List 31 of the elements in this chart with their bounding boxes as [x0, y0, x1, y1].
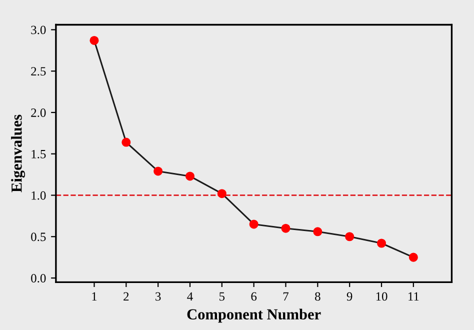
point: [281, 224, 290, 233]
y-tick-label: 2.0: [31, 108, 46, 117]
x-tick-label: 1: [92, 292, 97, 301]
point: [408, 252, 418, 262]
point: [345, 232, 354, 242]
x-tick-label: 2: [124, 292, 129, 301]
y-tick-label: 1.5: [32, 150, 46, 158]
x-axis-title: Component Number: [187, 308, 321, 323]
x-tick-label: 10: [376, 292, 388, 301]
point: [185, 172, 195, 181]
point: [217, 189, 226, 198]
point: [376, 238, 386, 248]
y-tick-label: 3.0: [31, 26, 46, 34]
point: [122, 138, 131, 147]
y-tick-label: 0.5: [31, 232, 46, 242]
x-tick-label: 3: [156, 292, 161, 301]
y-axis-title: Eigenvalues: [11, 114, 26, 192]
x-tick-label: 8: [315, 292, 320, 301]
point: [249, 220, 258, 229]
x-tick-label: 7: [283, 292, 289, 301]
y-tick-label: 2.5: [31, 67, 46, 76]
y-tick-label: 0.0: [31, 274, 46, 283]
point: [313, 227, 322, 236]
point: [154, 166, 163, 176]
x-tick-label: 9: [346, 292, 352, 301]
point: [90, 36, 99, 45]
x-tick-label: 6: [251, 292, 257, 301]
x-tick-label: 4: [187, 292, 193, 301]
x-tick-label: 11: [408, 292, 419, 301]
x-tick-label: 5: [220, 292, 225, 301]
y-tick-label: 1.0: [32, 191, 46, 200]
